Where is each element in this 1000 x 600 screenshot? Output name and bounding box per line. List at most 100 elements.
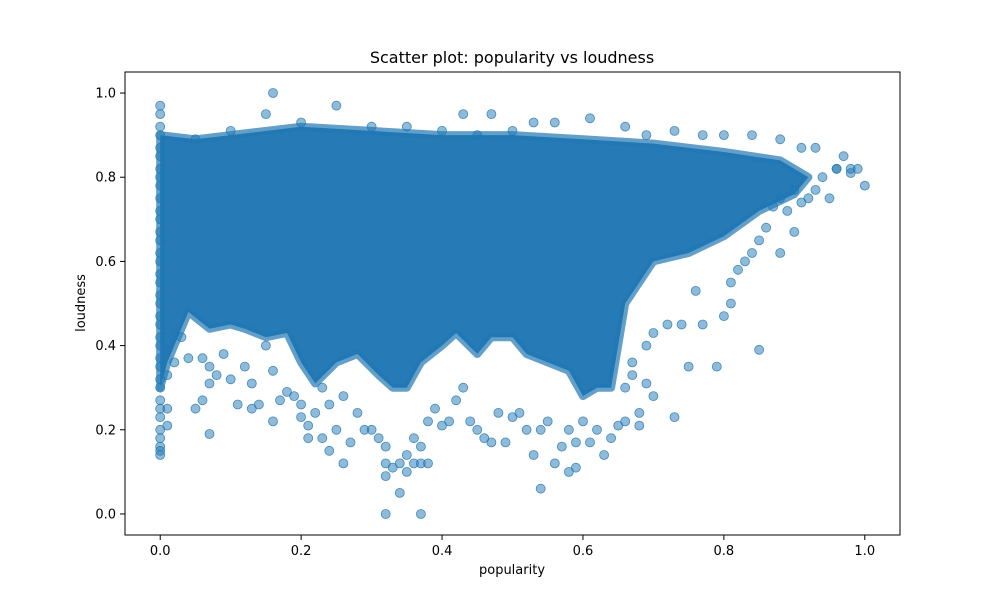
scatter-point — [268, 88, 278, 98]
scatter-point — [345, 437, 356, 448]
scatter-point — [366, 424, 377, 435]
scatter-point — [676, 319, 687, 330]
scatter-point — [528, 117, 539, 128]
scatter-point — [521, 424, 532, 435]
scatter-point — [225, 374, 236, 385]
scatter-point — [859, 180, 870, 191]
scatter-point — [331, 100, 342, 111]
scatter-point — [627, 357, 638, 368]
scatter-point — [162, 420, 173, 431]
scatter-point — [479, 433, 490, 444]
scatter-point — [585, 113, 595, 124]
scatter-point — [401, 450, 412, 460]
scatter-point — [197, 353, 208, 364]
scatter-point — [155, 340, 166, 351]
scatter-point — [697, 130, 708, 141]
scatter-point — [444, 416, 455, 427]
scatter-point — [268, 416, 278, 427]
scatter-point — [155, 226, 166, 237]
scatter-point — [641, 378, 652, 389]
scatter-point — [669, 412, 680, 423]
x-tick-label: 0.2 — [291, 544, 312, 559]
scatter-point — [310, 407, 321, 418]
scatter-point — [373, 433, 384, 444]
x-axis-ticks: 0.0 0.2 0.4 0.6 0.8 1.0 — [150, 535, 875, 559]
chart-title: Scatter plot: popularity vs loudness — [370, 48, 654, 67]
scatter-point — [719, 311, 729, 322]
scatter-point — [768, 201, 779, 212]
scatter-point — [507, 125, 518, 136]
scatter-point — [437, 420, 447, 431]
scatter-point — [697, 319, 708, 330]
scatter-point — [155, 332, 166, 343]
scatter-point — [211, 370, 222, 381]
scatter-point — [641, 130, 652, 141]
scatter-point — [606, 433, 616, 444]
scatter-point — [155, 214, 166, 225]
scatter-point — [155, 121, 166, 132]
scatter-point — [239, 361, 250, 372]
scatter-point — [542, 416, 553, 427]
scatter-point — [155, 180, 166, 191]
scatter-point — [556, 441, 567, 452]
scatter-point — [296, 117, 307, 128]
scatter-point — [324, 445, 335, 456]
scatter-point — [592, 424, 602, 435]
scatter-point — [289, 391, 300, 402]
scatter-point — [796, 142, 807, 153]
scatter-point — [620, 121, 631, 132]
x-tick-label: 0.0 — [150, 544, 171, 559]
scatter-point — [423, 416, 433, 427]
scatter-point — [500, 437, 511, 448]
scatter-point — [486, 437, 497, 448]
scatter-point — [197, 395, 208, 406]
scatter-point — [162, 370, 173, 381]
scatter-point — [169, 357, 180, 368]
dense-point-cloud — [156, 122, 813, 401]
scatter-point — [733, 264, 743, 275]
scatter-point — [472, 130, 483, 141]
scatter-point — [155, 235, 166, 246]
scatter-point — [204, 378, 215, 389]
scatter-point — [155, 361, 166, 372]
scatter-point — [669, 125, 680, 136]
scatter-point — [155, 290, 166, 301]
scatter-point — [726, 298, 736, 309]
scatter-point — [232, 399, 243, 410]
scatter-point — [155, 298, 166, 309]
scatter-point — [458, 382, 469, 393]
scatter-point — [648, 391, 659, 402]
scatter-point — [627, 370, 638, 381]
y-tick-label: 0.8 — [95, 171, 116, 186]
scatter-point — [578, 416, 588, 427]
scatter-point — [824, 193, 835, 204]
scatter-point — [789, 226, 800, 237]
scatter-point — [641, 340, 652, 351]
scatter-point — [775, 248, 786, 258]
scatter-point — [380, 458, 391, 469]
scatter-point — [155, 450, 166, 460]
scatter-point — [331, 424, 342, 435]
scatter-point — [408, 433, 419, 444]
scatter-point — [394, 458, 405, 469]
scatter-point — [366, 121, 377, 132]
scatter-point — [810, 142, 821, 153]
scatter-point — [564, 424, 574, 435]
scatter-point — [634, 420, 645, 431]
scatter-point — [155, 193, 166, 204]
scatter-point — [253, 399, 264, 410]
scatter-point — [338, 458, 349, 469]
scatter-point — [296, 412, 307, 423]
scatter-point — [155, 256, 166, 267]
scatter-point — [803, 193, 814, 204]
scatter-point — [204, 429, 215, 439]
scatter-point — [719, 130, 729, 141]
scatter-point — [571, 462, 581, 473]
scatter-point — [317, 382, 328, 393]
scatter-point — [486, 109, 497, 119]
scatter-point — [190, 403, 201, 414]
scatter-point — [155, 412, 166, 423]
scatter-point — [155, 353, 166, 364]
scatter-point — [514, 407, 525, 418]
scatter-point — [394, 487, 405, 498]
